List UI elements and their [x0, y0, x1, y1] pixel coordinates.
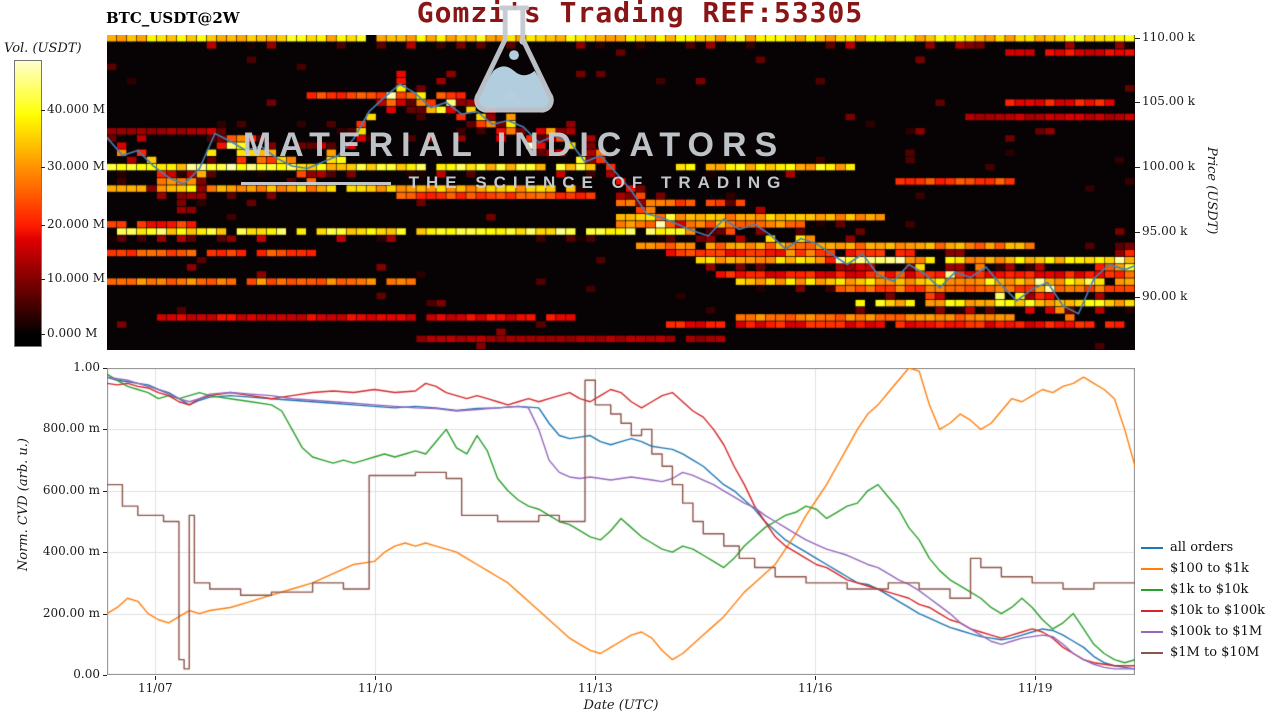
tick-mark — [1135, 37, 1140, 39]
legend-item: all orders — [1141, 539, 1265, 556]
legend-swatch — [1141, 609, 1163, 612]
colorbar-tick: 40.000 M — [47, 101, 106, 116]
tick-mark — [103, 429, 107, 431]
legend-item: $1k to $10k — [1141, 581, 1265, 598]
legend-item: $100 to $1k — [1141, 560, 1265, 577]
legend-swatch — [1141, 546, 1163, 549]
cvd-y-tick: 1.00 — [73, 360, 100, 374]
cvd-y-tick: 0.00 — [73, 667, 100, 681]
symbol-label: BTC_USDT@2W — [106, 9, 240, 27]
tick-mark — [41, 279, 45, 281]
cvd-y-tick: 400.00 m — [42, 544, 100, 559]
legend-item: $10k to $100k — [1141, 602, 1265, 619]
tick-mark — [595, 676, 597, 680]
tick-mark — [103, 490, 107, 492]
price-tick: 105.00 k — [1142, 94, 1196, 109]
legend-label: all orders — [1170, 540, 1234, 555]
tick-mark — [103, 368, 107, 369]
colorbar-tick: 20.000 M — [47, 217, 106, 232]
tick-mark — [1135, 232, 1140, 234]
legend-swatch — [1141, 588, 1163, 591]
legend-item: $100k to $1M — [1141, 623, 1265, 640]
date-axis-label: Date (UTC) — [583, 698, 659, 713]
liquidity-heatmap-canvas — [107, 35, 1135, 350]
tick-mark — [41, 225, 45, 227]
tick-mark — [155, 676, 157, 680]
tick-mark — [1135, 102, 1140, 104]
tick-mark — [103, 552, 107, 554]
cvd-x-tick: 11/16 — [797, 681, 833, 695]
cvd-y-tick: 200.00 m — [42, 605, 100, 620]
colorbar-tick: 30.000 M — [47, 158, 106, 173]
tick-mark — [1035, 676, 1037, 680]
cvd-x-tick: 11/19 — [1017, 681, 1053, 695]
legend-swatch — [1141, 630, 1163, 633]
legend-swatch — [1141, 567, 1163, 570]
cvd-y-tick: 600.00 m — [42, 482, 100, 497]
legend-label: $100 to $1k — [1170, 561, 1249, 576]
price-tick: 90.00 k — [1142, 288, 1188, 303]
tick-mark — [103, 675, 107, 676]
legend-label: $100k to $1M — [1170, 624, 1263, 639]
price-tick: 110.00 k — [1142, 29, 1196, 44]
colorbar-tick: 10.000 M — [47, 271, 106, 286]
legend-swatch — [1141, 651, 1163, 654]
cvd-x-tick: 11/13 — [578, 681, 613, 695]
cvd-y-tick: 800.00 m — [42, 421, 100, 436]
cvd-x-tick: 11/10 — [358, 681, 393, 695]
cvd-x-tick: 11/07 — [138, 681, 173, 695]
legend-label: $1k to $10k — [1170, 582, 1249, 597]
legend-label: $1M to $10M — [1170, 645, 1260, 660]
colorbar-tick: 0.000 M — [47, 325, 98, 340]
tick-mark — [375, 676, 377, 680]
tick-mark — [1135, 167, 1140, 169]
colorbar — [14, 60, 42, 347]
tick-mark — [103, 613, 107, 615]
colorbar-label: Vol. (USDT) — [4, 41, 82, 56]
tick-mark — [41, 109, 45, 111]
price-tick: 95.00 k — [1142, 224, 1188, 239]
tick-mark — [41, 166, 45, 168]
legend-item: $1M to $10M — [1141, 644, 1265, 661]
tick-mark — [1135, 296, 1140, 298]
tick-mark — [815, 676, 817, 680]
legend-label: $10k to $100k — [1170, 603, 1265, 618]
price-tick: 100.00 k — [1142, 159, 1196, 174]
tick-mark — [41, 333, 45, 335]
legend: all orders $100 to $1k $1k to $10k $10k to … — [1141, 539, 1265, 665]
cvd-canvas — [107, 368, 1135, 675]
price-axis-label: Price (USDT) — [1204, 147, 1219, 235]
